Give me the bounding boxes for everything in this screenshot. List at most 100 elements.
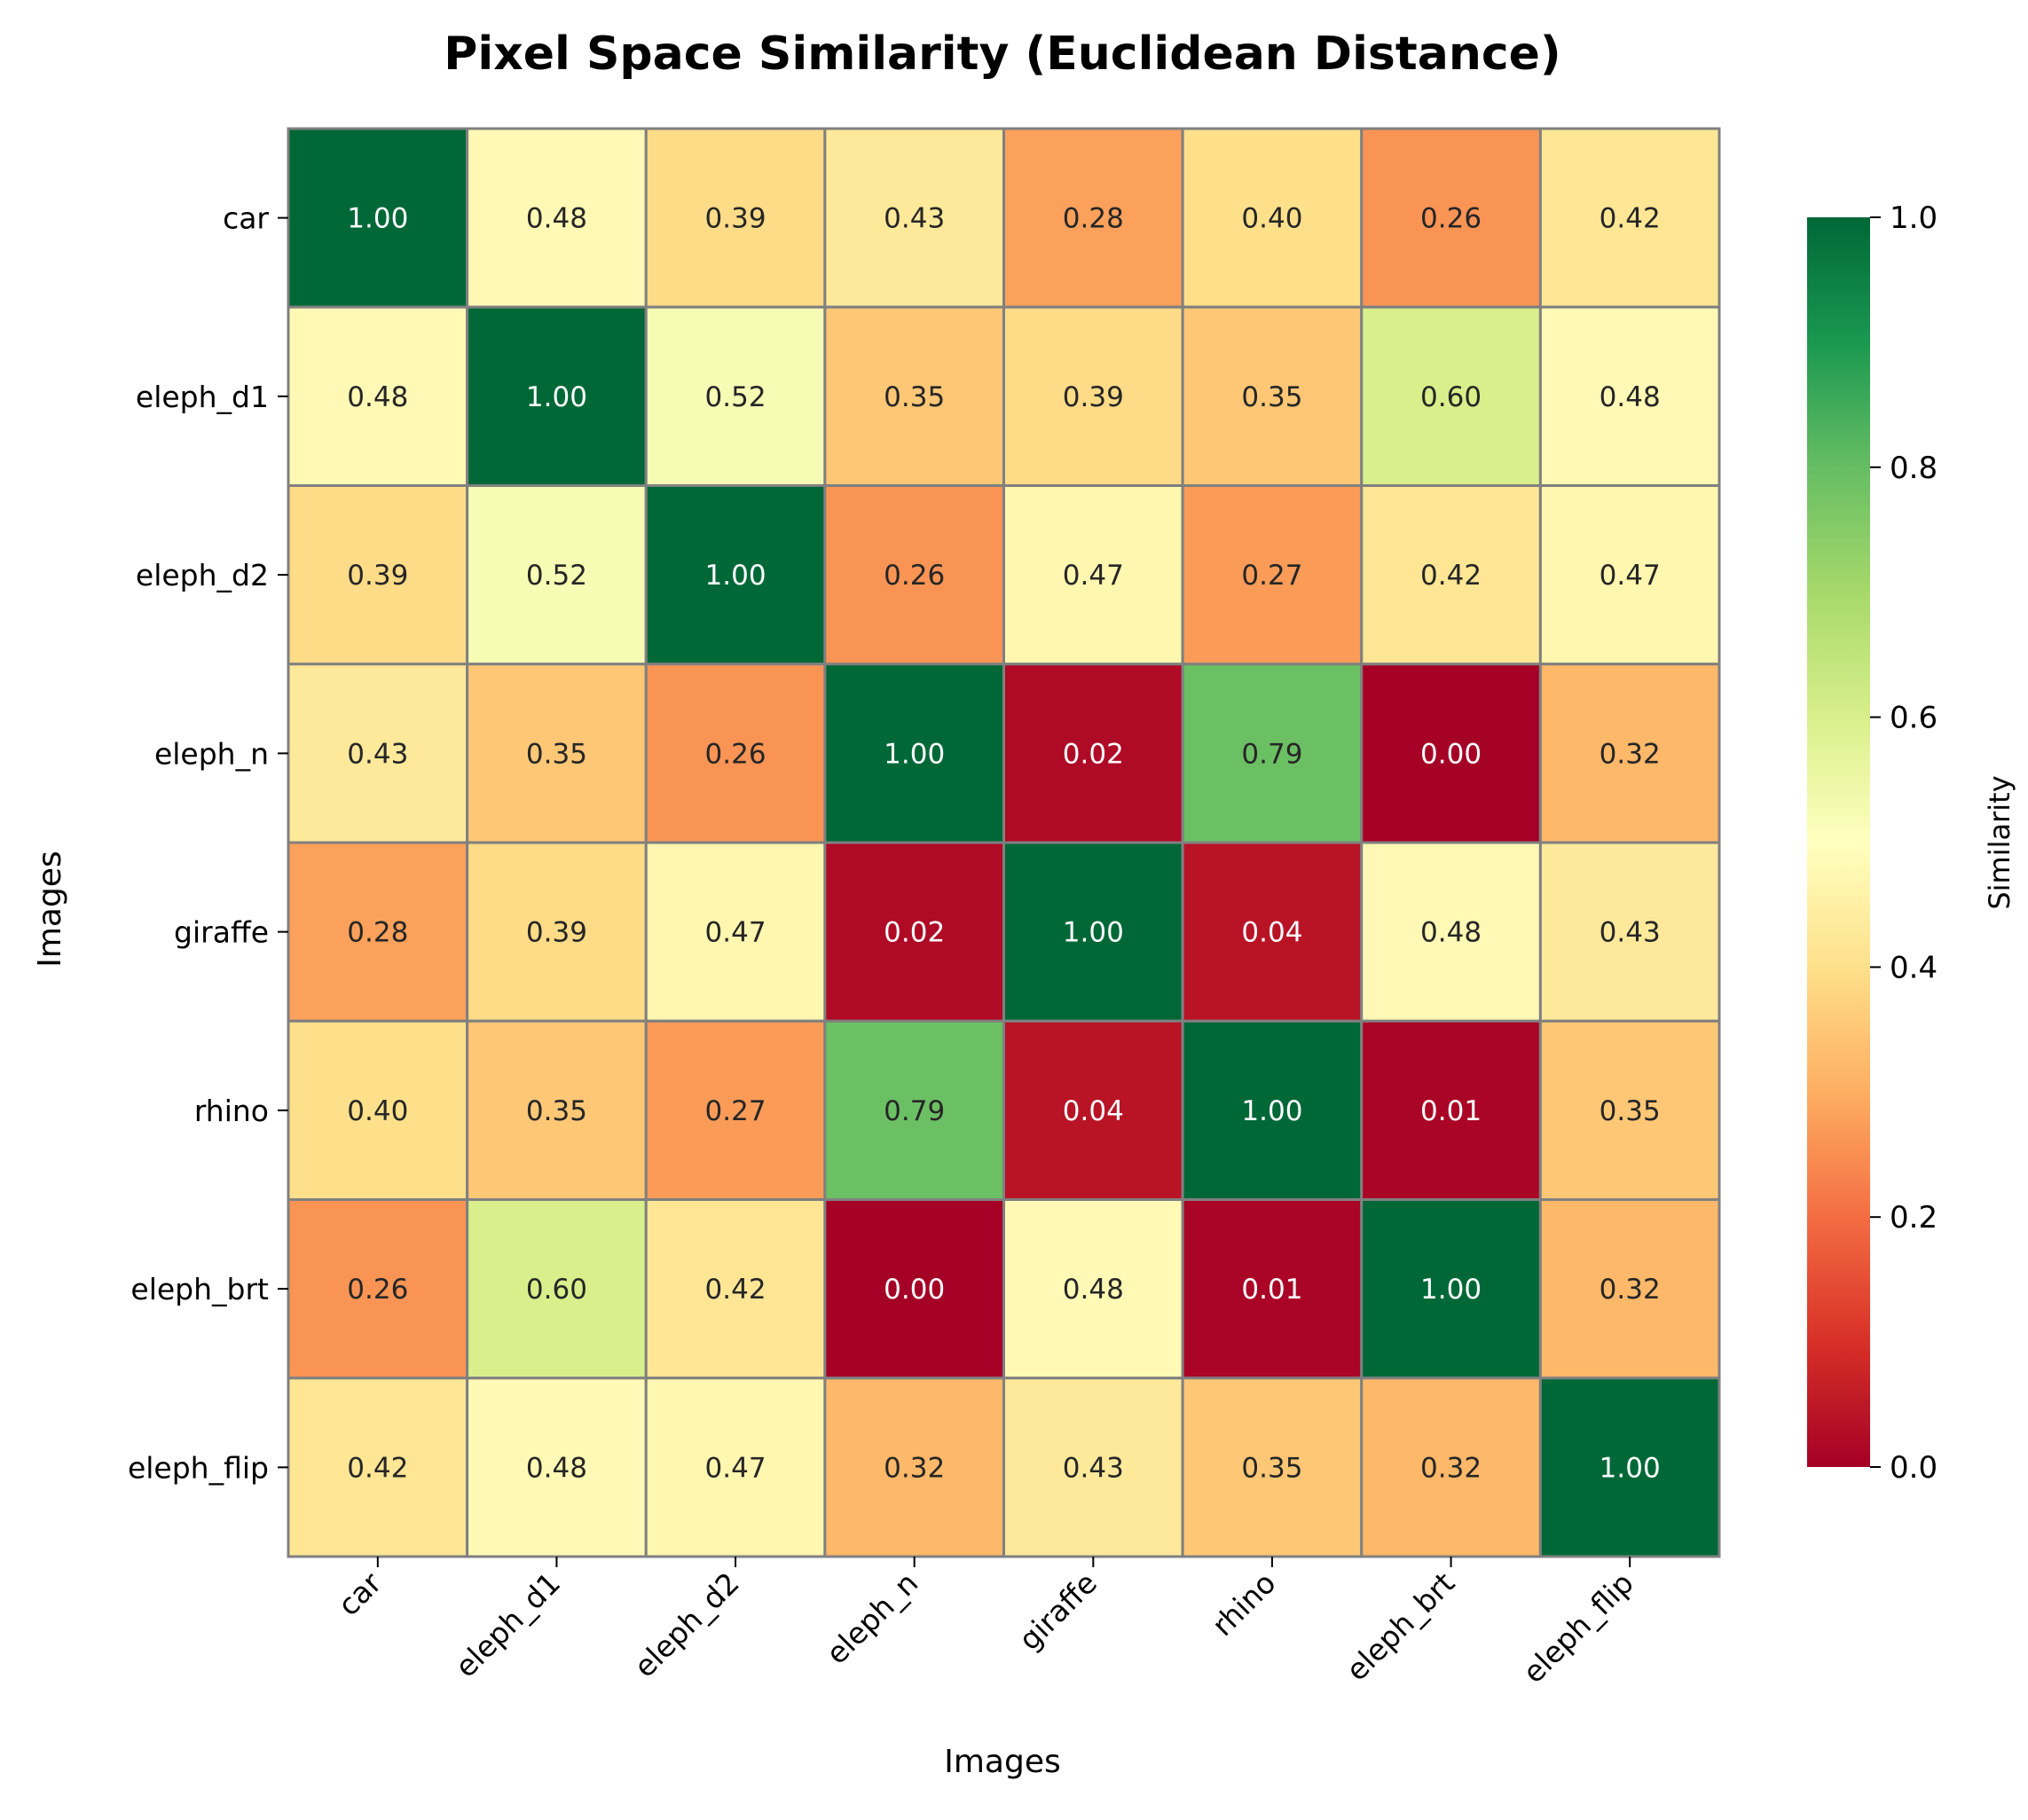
heatmap-cell bbox=[644, 1198, 827, 1380]
y-tick-label: eleph_d1 bbox=[136, 380, 269, 414]
heatmap-cell bbox=[644, 1019, 827, 1201]
cell-value-label: 0.39 bbox=[347, 560, 408, 592]
cell-value-label: 0.43 bbox=[1063, 1452, 1124, 1484]
x-tick-label: eleph_n bbox=[820, 1565, 925, 1671]
cell-value-label: 0.32 bbox=[1600, 1274, 1661, 1306]
heatmap-cell bbox=[1538, 1198, 1721, 1380]
cell-value-label: 0.39 bbox=[526, 917, 587, 949]
cell-value-label: 0.35 bbox=[526, 1095, 587, 1127]
cell-value-label: 0.52 bbox=[526, 560, 587, 592]
y-tick-label: eleph_brt bbox=[130, 1272, 269, 1306]
cell-value-label: 0.79 bbox=[884, 1095, 945, 1127]
x-axis-label: Images bbox=[944, 1744, 1061, 1780]
cell-value-label: 0.04 bbox=[1063, 1095, 1124, 1127]
cell-value-label: 0.27 bbox=[1241, 560, 1302, 592]
cell-value-label: 0.79 bbox=[1241, 738, 1302, 770]
colorbar-tick-label: 1.0 bbox=[1890, 200, 1938, 236]
cell-value-label: 0.43 bbox=[1600, 917, 1661, 949]
cell-value-label: 0.35 bbox=[884, 381, 945, 413]
heatmap-cell bbox=[1181, 841, 1364, 1023]
y-tick-label: eleph_n bbox=[154, 736, 269, 771]
cell-value-label: 0.43 bbox=[347, 738, 408, 770]
cell-value-label: 0.01 bbox=[1420, 1095, 1482, 1127]
cell-value-label: 0.02 bbox=[884, 917, 945, 949]
heatmap-cell bbox=[1360, 841, 1542, 1023]
heatmap-cell bbox=[466, 1019, 648, 1201]
cell-value-label: 0.35 bbox=[526, 738, 587, 770]
heatmap-cell bbox=[1538, 127, 1721, 309]
cell-value-label: 1.00 bbox=[705, 560, 766, 592]
y-tick-label: giraffe bbox=[174, 915, 269, 950]
x-tick-label: giraffe bbox=[1012, 1565, 1104, 1657]
heatmap-cell bbox=[823, 305, 1005, 487]
heatmap-cell bbox=[287, 663, 469, 844]
x-tick-label: eleph_brt bbox=[1340, 1565, 1462, 1688]
heatmap-cell bbox=[1181, 484, 1364, 666]
cell-value-label: 0.32 bbox=[884, 1452, 945, 1484]
cell-value-label: 0.39 bbox=[1063, 381, 1124, 413]
heatmap-cell bbox=[466, 127, 648, 309]
colorbar-tick-label: 0.2 bbox=[1890, 1200, 1938, 1236]
cell-value-label: 0.48 bbox=[347, 381, 408, 413]
cell-value-label: 0.40 bbox=[1241, 203, 1302, 235]
x-axis-ticks: car eleph_d1 eleph_d2 eleph_n giraffe rhino el… bbox=[331, 1557, 1640, 1690]
cell-value-label: 1.00 bbox=[347, 203, 408, 235]
cell-value-label: 0.48 bbox=[526, 203, 587, 235]
cell-value-label: 0.42 bbox=[705, 1274, 766, 1306]
heatmap-cell bbox=[1538, 484, 1721, 666]
cell-value-label: 0.28 bbox=[347, 917, 408, 949]
cell-value-label: 0.35 bbox=[1600, 1095, 1661, 1127]
cell-value-label: 0.42 bbox=[1600, 203, 1661, 235]
cell-value-label: 0.04 bbox=[1241, 917, 1302, 949]
colorbar-gradient bbox=[1807, 217, 1870, 1467]
chart-title: Pixel Space Similarity (Euclidean Distan… bbox=[444, 27, 1560, 81]
heatmap-cell bbox=[644, 127, 827, 309]
cell-value-label: 0.35 bbox=[1241, 381, 1302, 413]
x-tick-label: eleph_flip bbox=[1516, 1565, 1640, 1690]
cell-value-label: 0.52 bbox=[705, 381, 766, 413]
heatmap-cell bbox=[1538, 305, 1721, 487]
cell-value-label: 0.39 bbox=[705, 203, 766, 235]
colorbar-tick-label: 0.4 bbox=[1890, 950, 1938, 985]
cell-value-label: 0.02 bbox=[1063, 738, 1124, 770]
heatmap-cell bbox=[1360, 1019, 1542, 1201]
cell-value-label: 0.47 bbox=[705, 1452, 766, 1484]
cell-value-label: 0.60 bbox=[1420, 381, 1482, 413]
cell-value-label: 1.00 bbox=[526, 381, 587, 413]
cell-value-label: 0.32 bbox=[1600, 738, 1661, 770]
cell-value-label: 0.42 bbox=[1420, 560, 1482, 592]
cell-value-label: 0.00 bbox=[1420, 738, 1482, 770]
heatmap-cell bbox=[466, 484, 648, 666]
colorbar: 0.0 0.2 0.4 0.6 0.8 1.0 Similarity bbox=[1807, 200, 2016, 1486]
y-tick-label: eleph_d2 bbox=[136, 558, 269, 592]
cell-value-label: 0.27 bbox=[705, 1095, 766, 1127]
colorbar-tick-label: 0.8 bbox=[1890, 451, 1938, 486]
cell-value-label: 0.40 bbox=[347, 1095, 408, 1127]
cell-value-label: 0.00 bbox=[884, 1274, 945, 1306]
x-tick-label: rhino bbox=[1205, 1565, 1282, 1643]
heatmap-cell bbox=[1002, 1198, 1184, 1380]
cell-value-label: 0.47 bbox=[1063, 560, 1124, 592]
cell-value-label: 0.47 bbox=[705, 917, 766, 949]
cell-value-label: 0.26 bbox=[347, 1274, 408, 1306]
cell-value-label: 0.01 bbox=[1241, 1274, 1302, 1306]
heatmap-cell bbox=[287, 1198, 469, 1380]
y-axis-label: Images bbox=[32, 851, 68, 968]
heatmap-cell bbox=[1002, 663, 1184, 844]
heatmap-cell bbox=[644, 1377, 827, 1558]
heatmap-cells: 1.00 0.48 0.39 0.43 0.28 0.40 0.26 0.42 0.48 1.00… bbox=[287, 127, 1721, 1558]
heatmap-cell bbox=[287, 127, 469, 309]
colorbar-label: Similarity bbox=[1983, 775, 2016, 909]
heatmap-cell bbox=[644, 484, 827, 666]
y-tick-label: eleph_flip bbox=[128, 1450, 269, 1485]
cell-value-label: 1.00 bbox=[884, 738, 945, 770]
heatmap-cell bbox=[466, 305, 648, 487]
heatmap-cell bbox=[1360, 1198, 1542, 1380]
y-tick-label: rhino bbox=[194, 1094, 269, 1128]
x-tick-label: car bbox=[331, 1565, 389, 1623]
cell-value-label: 1.00 bbox=[1241, 1095, 1302, 1127]
cell-value-label: 0.26 bbox=[884, 560, 945, 592]
heatmap-cell bbox=[1002, 484, 1184, 666]
cell-value-label: 0.28 bbox=[1063, 203, 1124, 235]
